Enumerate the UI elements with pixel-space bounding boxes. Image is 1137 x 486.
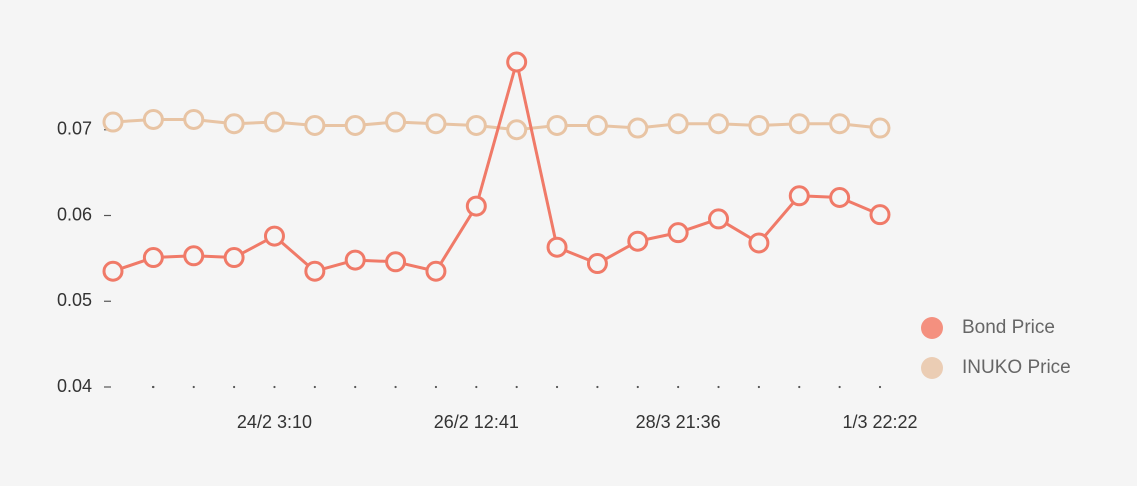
point-marker [748, 114, 770, 136]
point-marker [385, 111, 407, 133]
point-marker [869, 117, 891, 139]
point-marker [546, 236, 568, 258]
point-marker [142, 247, 164, 269]
point-marker [344, 114, 366, 136]
point-marker [263, 225, 285, 247]
x-tick-dot [152, 385, 155, 389]
point-marker [748, 232, 770, 254]
x-tick-dot [798, 385, 801, 389]
x-tick-dot [515, 385, 518, 389]
point-marker [546, 114, 568, 136]
x-tick-dot [838, 385, 841, 389]
point-marker [304, 114, 326, 136]
x-tick-dot [192, 385, 195, 389]
point-marker [829, 113, 851, 135]
point-marker [304, 260, 326, 282]
x-tick-dot [434, 385, 438, 389]
point-marker [788, 185, 810, 207]
x-tick-dot [475, 385, 478, 389]
x-tick-dot [596, 385, 599, 389]
legend-swatch [921, 357, 943, 379]
point-marker [102, 111, 124, 133]
point-marker [869, 204, 891, 226]
legend-swatch [921, 317, 943, 339]
point-marker [667, 113, 689, 135]
x-tick-dot [273, 385, 276, 389]
x-tick-dot [757, 385, 760, 389]
point-marker [708, 113, 730, 135]
x-tick-dot [677, 385, 680, 389]
x-tick-dot [878, 385, 882, 389]
legend-label: Bond Price [962, 317, 1055, 338]
point-marker [425, 113, 447, 135]
x-tick-label: 26/2 12:41 [434, 412, 519, 432]
x-tick-dot [394, 385, 397, 389]
point-marker [425, 260, 447, 282]
point-marker [506, 119, 528, 141]
point-marker [708, 208, 730, 230]
point-marker [667, 222, 689, 244]
x-tick-dot [313, 385, 316, 389]
point-marker [223, 113, 245, 135]
x-tick-dot [354, 385, 357, 389]
point-marker [506, 51, 528, 73]
y-tick-label: 0.06 [57, 204, 92, 224]
x-tick-label: 1/3 22:22 [842, 412, 917, 432]
point-marker [183, 108, 205, 130]
point-marker [344, 249, 366, 271]
x-tick-dot [636, 385, 639, 389]
point-marker [465, 195, 487, 217]
x-tick-label: 28/3 21:36 [636, 412, 721, 432]
x-tick-dot [233, 385, 236, 389]
y-tick-label: 0.04 [57, 376, 92, 396]
legend-label: INUKO Price [962, 357, 1071, 378]
x-tick-label: 24/2 3:10 [237, 412, 312, 432]
point-marker [263, 111, 285, 133]
point-marker [102, 260, 124, 282]
point-marker [465, 114, 487, 136]
point-marker [223, 247, 245, 269]
point-marker [385, 251, 407, 273]
point-marker [586, 114, 608, 136]
point-marker [183, 245, 205, 267]
point-marker [142, 108, 164, 130]
x-tick-dot [717, 385, 720, 389]
y-tick-label: 0.07 [57, 119, 92, 139]
point-marker [829, 186, 851, 208]
y-tick-label: 0.05 [57, 290, 92, 310]
x-tick-dot [555, 385, 559, 389]
point-marker [586, 253, 608, 275]
point-marker [627, 117, 649, 139]
point-marker [627, 230, 649, 252]
point-marker [788, 113, 810, 135]
